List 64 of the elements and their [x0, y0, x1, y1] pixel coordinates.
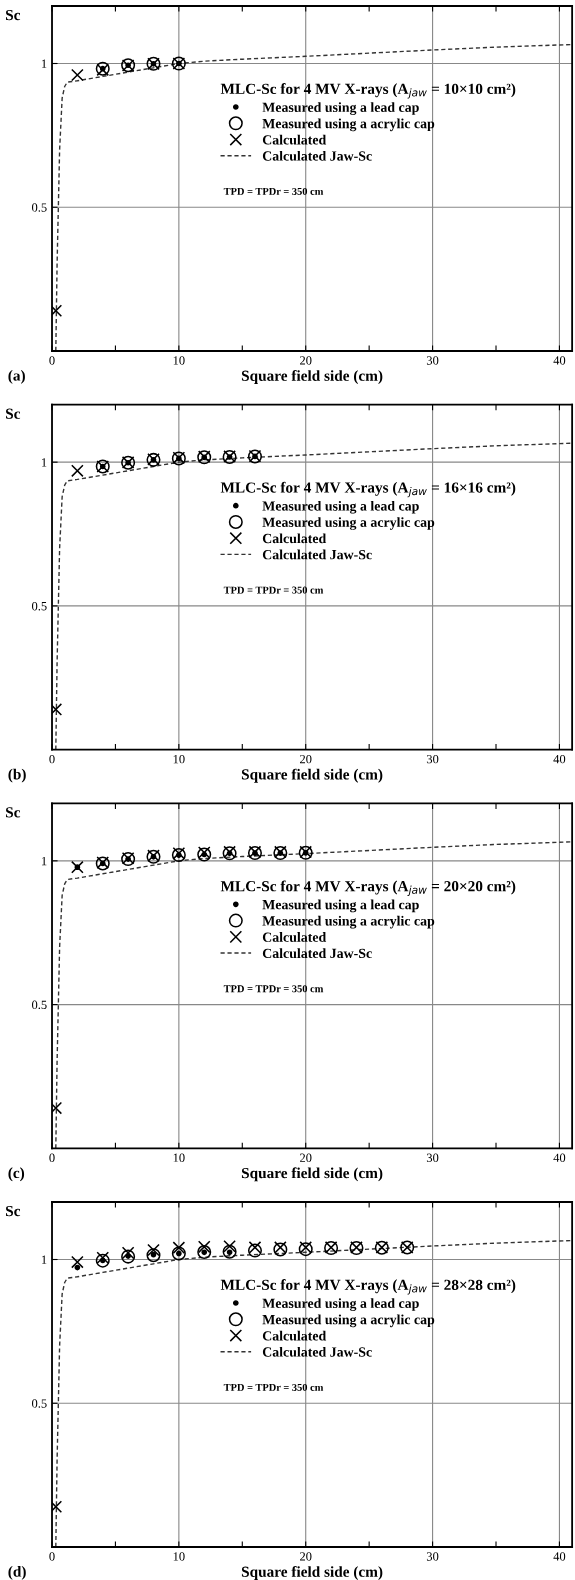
legend-label: Calculated Jaw-Sc — [262, 1346, 372, 1357]
x-tick-label: 10 — [173, 356, 185, 365]
annotation: TPD = TPDr = 350 cm — [223, 187, 324, 195]
x-tick-label: 10 — [173, 754, 185, 764]
legend-label: Measured using a lead cap — [262, 1298, 419, 1311]
legend-title: MLC-Sc for 4 MV X-rays (A$_{jaw}$ = 20×20 cm²) — [220, 880, 516, 896]
x-axis-title: Square field side (cm) — [241, 1167, 383, 1182]
y-tick-label: 0.5 — [31, 1399, 47, 1408]
y-axis-title: Sc — [6, 1205, 21, 1217]
x-axis-title: Square field side (cm) — [241, 768, 383, 783]
legend-label: Calculated Jaw-Sc — [262, 549, 372, 560]
text: (a) — [8, 369, 25, 384]
y-tick-label: 1 — [41, 458, 47, 467]
annotation: TPD = TPDr = 350 cm — [223, 1383, 324, 1391]
x-tick-label: 30 — [426, 356, 439, 365]
legend-label: Measured using a lead cap — [262, 500, 419, 514]
legend-label: Measured using a lead cap — [262, 899, 419, 913]
text: (d) — [8, 1565, 26, 1580]
x-tick-label: 20 — [300, 356, 312, 365]
legend-label: Measured using a acrylic cap — [262, 915, 435, 929]
legend-label: Measured using a lead cap — [262, 102, 419, 115]
text: (c) — [8, 1167, 25, 1182]
x-tick-label: 0 — [49, 1153, 55, 1162]
y-tick-label: 0.5 — [31, 1000, 47, 1010]
legend-label: Calculated — [262, 134, 327, 145]
x-tick-label: 40 — [553, 754, 566, 764]
y-tick-label: 1 — [41, 856, 47, 866]
x-tick-label: 10 — [173, 1153, 185, 1162]
annotation: TPD = TPDr = 350 cm — [223, 985, 324, 993]
legend-label: Measured using a acrylic cap — [262, 1314, 435, 1328]
legend-label: Measured using a acrylic cap — [262, 517, 435, 530]
x-tick-label: 0 — [49, 754, 55, 764]
legend-title: MLC-Sc for 4 MV X-rays (A$_{jaw}$ = 16×16 cm²) — [220, 481, 516, 498]
x-tick-label: 0 — [49, 356, 55, 365]
legend-title: MLC-Sc for 4 MV X-rays (A$_{jaw}$ = 10×10 cm²) — [220, 83, 516, 99]
x-tick-label: 20 — [300, 754, 312, 764]
legend-label: Calculated — [262, 533, 327, 544]
x-tick-label: 40 — [553, 356, 566, 365]
y-tick-label: 0.5 — [31, 203, 47, 212]
x-tick-label: 0 — [49, 1552, 55, 1561]
legend-label: Calculated — [262, 932, 327, 942]
y-axis-title: Sc — [6, 9, 21, 21]
y-tick-label: 1 — [41, 59, 47, 68]
x-tick-label: 40 — [553, 1153, 566, 1162]
x-tick-label: 10 — [173, 1552, 185, 1561]
x-tick-label: 30 — [426, 1552, 439, 1561]
x-tick-label: 40 — [553, 1552, 566, 1561]
y-axis-title: Sc — [6, 408, 21, 419]
legend-label: Calculated — [262, 1330, 327, 1341]
y-axis-title: Sc — [6, 807, 21, 818]
x-tick-label: 30 — [426, 754, 439, 764]
y-tick-label: 0.5 — [31, 601, 47, 611]
legend-label: Measured using a acrylic cap — [262, 118, 435, 132]
legend-title: MLC-Sc for 4 MV X-rays (A$_{jaw}$ = 28×28 cm²) — [220, 1279, 516, 1295]
legend-label: Calculated Jaw-Sc — [262, 150, 372, 161]
y-tick-label: 1 — [41, 1255, 47, 1264]
x-axis-title: Square field side (cm) — [241, 1565, 383, 1580]
legend-label: Calculated Jaw-Sc — [262, 948, 372, 959]
x-tick-label: 20 — [300, 1153, 312, 1162]
x-tick-label: 30 — [426, 1153, 439, 1162]
x-tick-label: 20 — [300, 1552, 312, 1561]
x-axis-title: Square field side (cm) — [241, 369, 383, 384]
text: (b) — [8, 768, 26, 783]
annotation: TPD = TPDr = 350 cm — [223, 586, 324, 594]
